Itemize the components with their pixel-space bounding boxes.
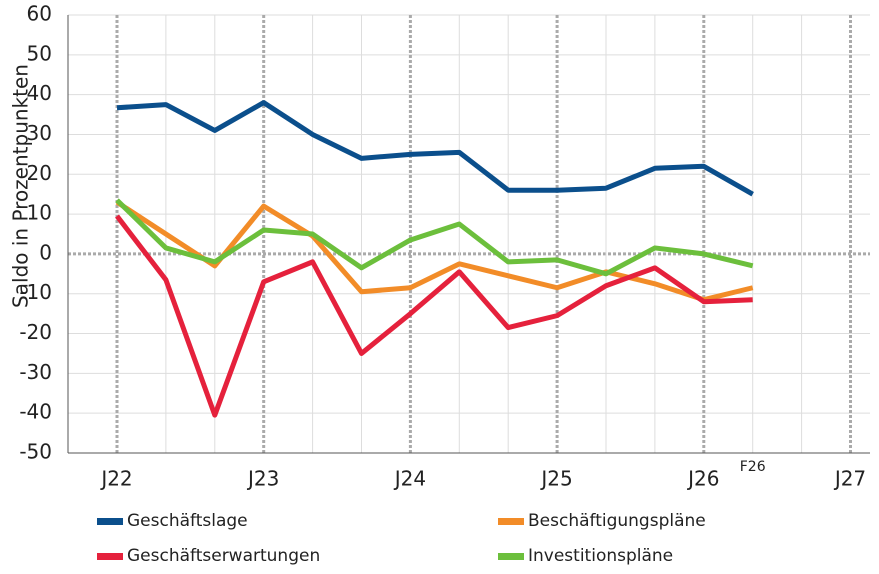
x-tick-label: J26: [686, 467, 719, 491]
legend-swatch: [97, 518, 123, 525]
legend-label: Beschäftigungspläne: [528, 511, 706, 531]
y-tick-label: -10: [19, 280, 52, 304]
y-tick-label: 20: [27, 161, 52, 185]
y-tick-label: 10: [27, 201, 52, 225]
y-tick-label: -50: [19, 440, 52, 464]
y-tick-label: 0: [39, 240, 52, 264]
legend-label: Investitionspläne: [528, 546, 673, 566]
series-line: [116, 100, 754, 197]
legend-label: Geschäftserwartungen: [127, 546, 320, 566]
legend-label: Geschäftslage: [127, 511, 248, 531]
x-tick-label: J27: [833, 467, 866, 491]
y-axis-title: Saldo in Prozentpunkten: [9, 64, 33, 308]
y-tick-label: 50: [27, 41, 52, 65]
series-line: [115, 198, 754, 277]
legend-swatch: [498, 518, 524, 525]
series-line: [115, 214, 753, 418]
x-tick-label: J22: [99, 467, 132, 491]
annotation: F26: [740, 459, 766, 475]
legend-swatch: [498, 553, 524, 560]
y-tick-label: -30: [19, 360, 52, 384]
y-tick-label: 40: [27, 81, 52, 105]
series-line: [115, 200, 754, 303]
x-tick-label: J25: [539, 467, 572, 491]
y-tick-label: -20: [19, 320, 52, 344]
y-tick-label: -40: [19, 400, 52, 424]
legend-swatch: [97, 553, 123, 560]
y-tick-label: 60: [27, 2, 52, 26]
y-tick-label: 30: [27, 121, 52, 145]
x-tick-label: J23: [246, 467, 279, 491]
x-tick-label: J24: [393, 467, 426, 491]
